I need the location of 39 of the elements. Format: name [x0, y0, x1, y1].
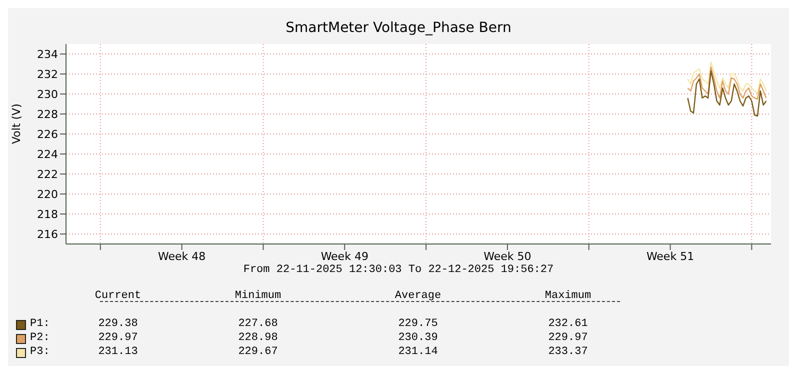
y-tick-label: 234: [37, 48, 58, 61]
text: Current: [94, 290, 142, 302]
text: 227.68: [237, 318, 279, 330]
text: 228.98: [237, 332, 279, 344]
x-tick-label: Week 51: [646, 250, 694, 263]
chart-title: SmartMeter Voltage_Phase Bern: [284, 19, 512, 38]
text: 230.39: [397, 332, 439, 344]
x-tick-label: Week 48: [158, 250, 206, 263]
text: 229.97: [97, 332, 139, 344]
text: 231.13: [97, 346, 139, 358]
text: Minimum: [234, 290, 282, 302]
text: From 22-11-2025 12:30:03 To 22-12-2025 19:56:27: [242, 264, 555, 276]
text: 229.67: [237, 346, 279, 358]
line-series: [687, 70, 767, 117]
y-axis-title: Volt (V): [10, 104, 23, 144]
line-series: [687, 66, 767, 100]
line-series: [687, 61, 767, 94]
y-tick-label: 228: [37, 108, 58, 121]
x-tick-label: Week 49: [320, 250, 368, 263]
y-tick-label: 216: [37, 228, 58, 241]
y-tick-label: 226: [37, 128, 58, 141]
y-tick-label: 224: [37, 148, 58, 161]
legend-label: P2:: [30, 332, 50, 344]
x-tick-label: Week 50: [484, 250, 532, 263]
text: Maximum: [544, 290, 592, 302]
legend-label: P1:: [30, 318, 50, 330]
text: 231.14: [397, 346, 439, 358]
text: 233.37: [547, 346, 589, 358]
y-tick-label: 218: [37, 208, 58, 221]
text: 229.38: [97, 318, 139, 330]
y-tick-label: 220: [37, 188, 58, 201]
text: 229.75: [397, 318, 439, 330]
y-tick-label: 232: [37, 68, 58, 81]
text: 232.61: [547, 318, 589, 330]
y-tick-label: 222: [37, 168, 58, 181]
y-tick-label: 230: [37, 88, 58, 101]
text: 229.97: [547, 332, 589, 344]
legend-label: P3:: [30, 346, 50, 358]
text: Average: [394, 290, 442, 302]
